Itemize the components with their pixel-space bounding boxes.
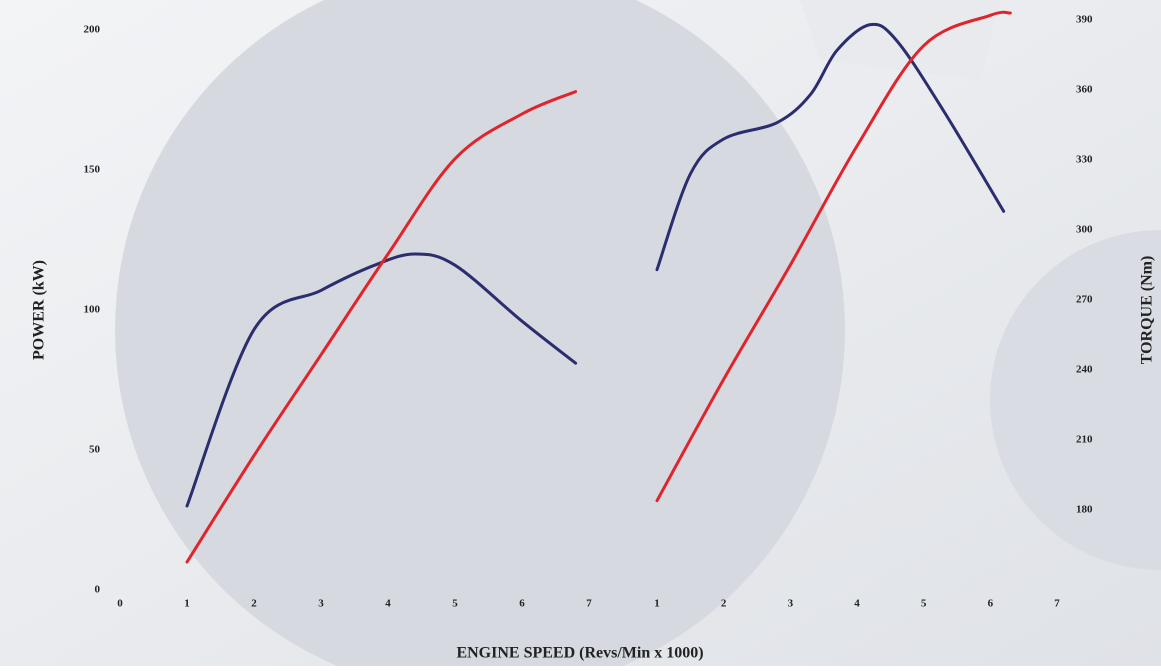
line: [185, 90, 578, 564]
x-tick-label: 0: [117, 598, 123, 610]
y-tick-label: 300: [1076, 224, 1093, 236]
y-tick-label: 50: [89, 444, 101, 456]
y-tick-label: 100: [84, 304, 101, 316]
x-tick-label: 7: [586, 598, 592, 610]
x-tick-label: 6: [519, 598, 525, 610]
piston-shape: [115, 0, 845, 671]
y-tick-label: 180: [1076, 504, 1093, 516]
x-tick-label: 3: [318, 598, 324, 610]
y-tick-label: 390: [1076, 14, 1093, 26]
y-tick-label: 270: [1076, 294, 1093, 306]
y-tick-label: 210: [1076, 434, 1093, 446]
x-tick-label: 3: [788, 598, 794, 610]
y-axis-label: POWER (kW): [31, 260, 48, 360]
x-tick-label: 5: [452, 598, 458, 610]
y-tick-label: 240: [1076, 364, 1093, 376]
y2-axis-label: TORQUE (Nm): [1139, 256, 1156, 365]
y-tick-label: 360: [1076, 84, 1093, 96]
y-tick-label: 200: [84, 24, 101, 36]
x-axis-label: ENGINE SPEED (Revs/Min x 1000): [456, 645, 703, 662]
x-tick-label: 2: [721, 598, 727, 610]
x-tick-label: 7: [1054, 598, 1060, 610]
x-tick-label: 4: [854, 598, 860, 610]
line: [655, 10, 1012, 503]
y-tick-label: 330: [1076, 154, 1093, 166]
x-tick-label: 6: [988, 598, 994, 610]
decor-shape: [800, 0, 1000, 80]
x-tick-label: 2: [251, 598, 257, 610]
line: [655, 22, 1006, 272]
x-tick-label: 1: [184, 598, 190, 610]
y-tick-label: 150: [84, 164, 101, 176]
y-tick-label: 0: [95, 584, 101, 596]
x-tick-label: 4: [385, 598, 391, 610]
x-tick-label: 1: [654, 598, 660, 610]
piston-shape: [990, 230, 1161, 570]
x-tick-label: 5: [921, 598, 927, 610]
